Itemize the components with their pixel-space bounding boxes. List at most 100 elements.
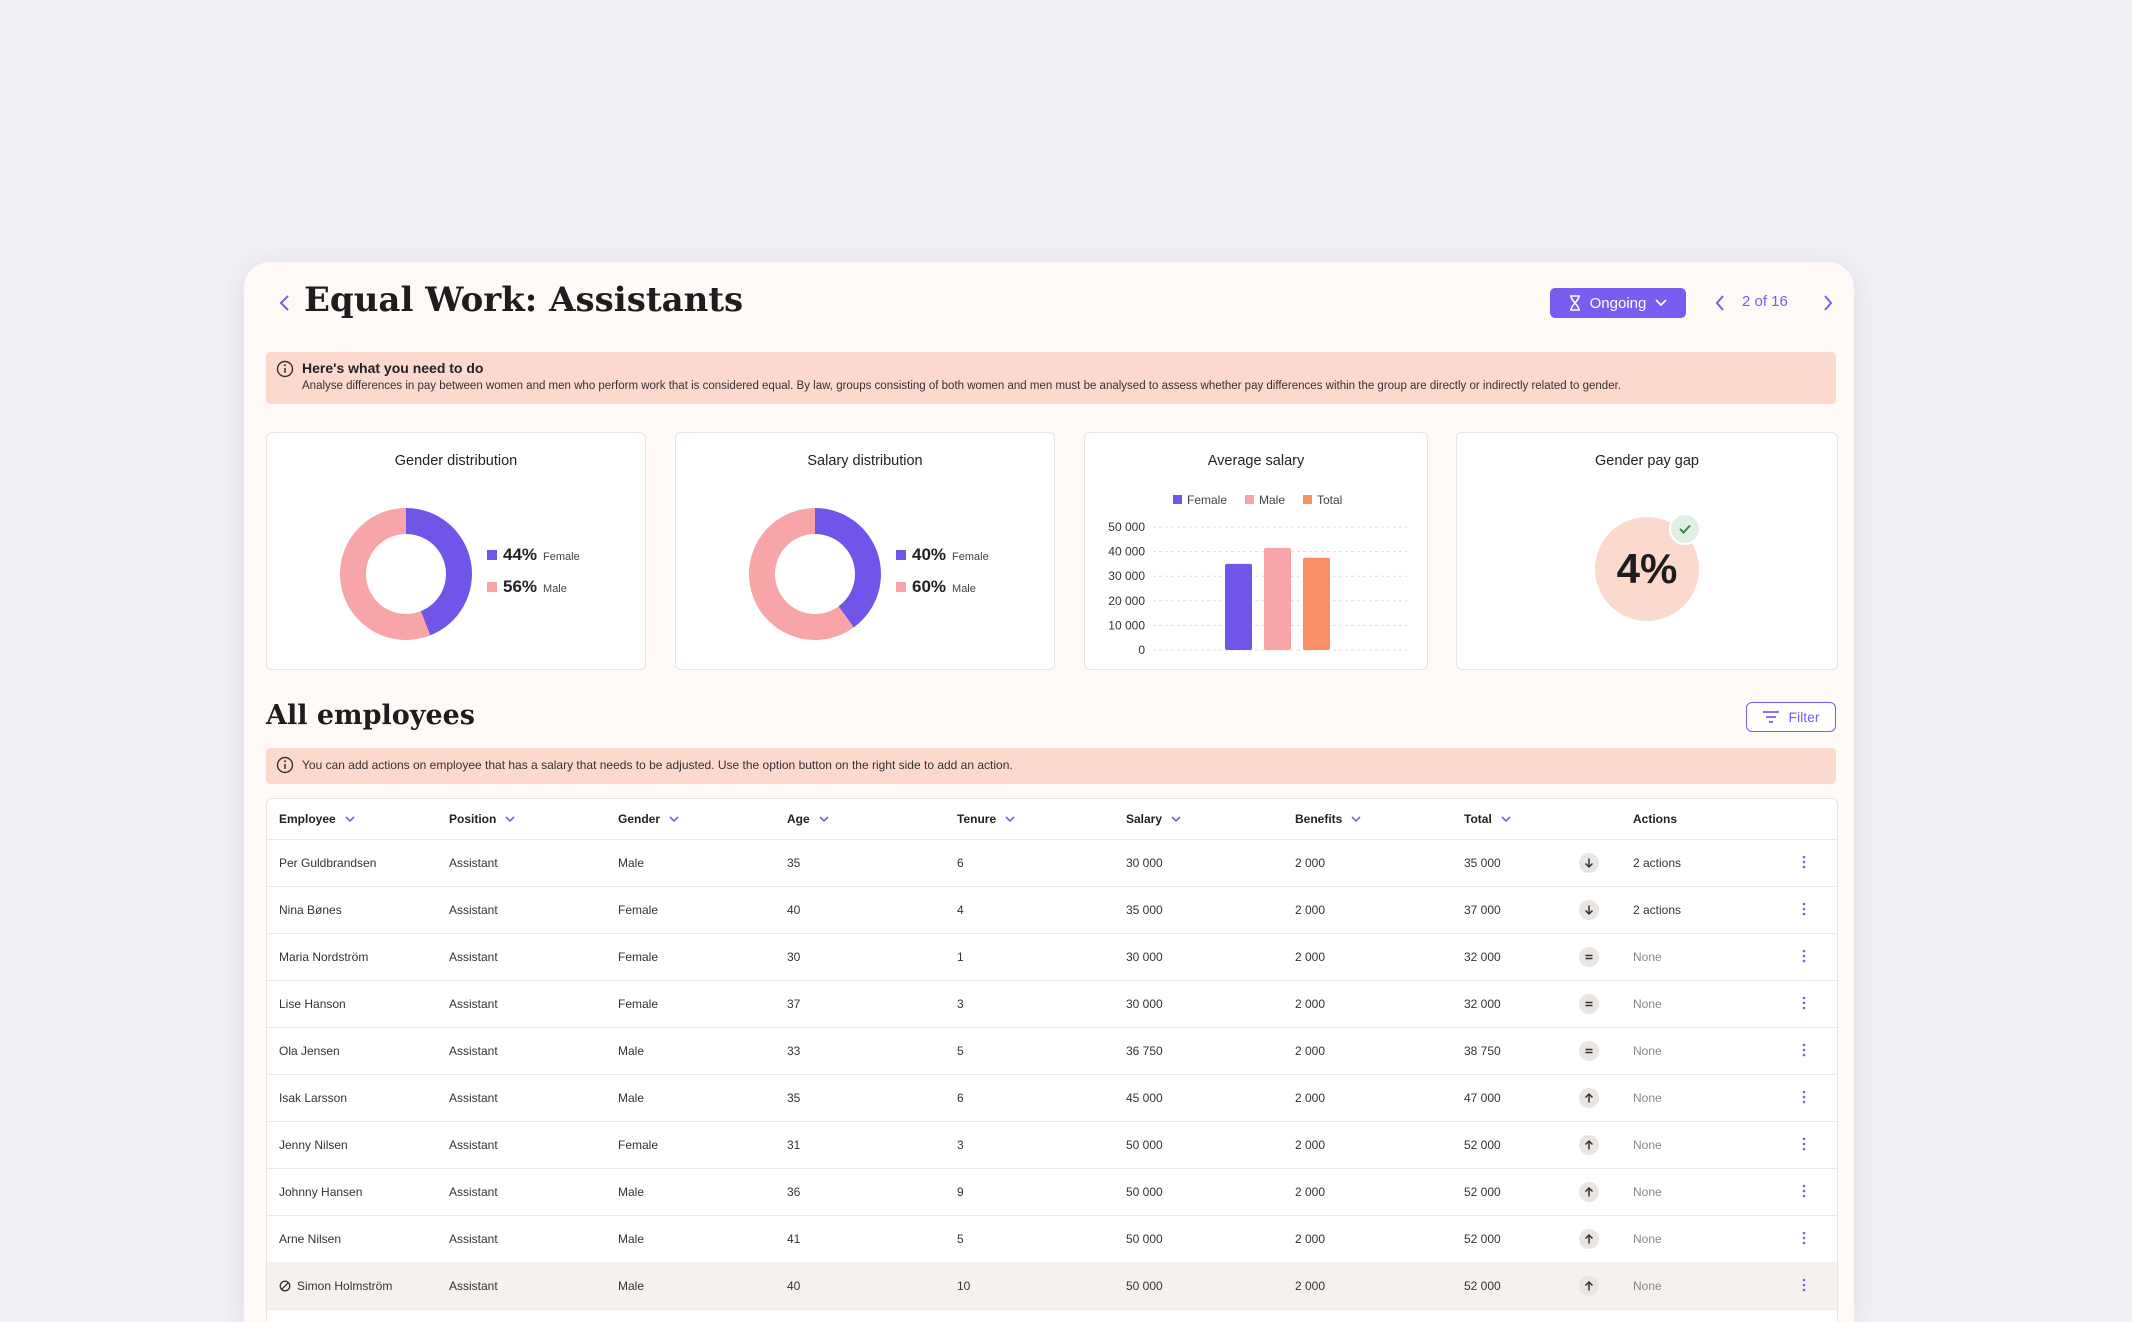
chevron-down-icon [819,816,829,823]
trend-up-icon [1579,1229,1599,1249]
donut-slice-female [815,508,881,628]
cell-text: 41 [787,1231,801,1246]
cell-text: 35 [787,1090,801,1105]
cell-name: Arne Nilsen [279,1215,341,1262]
cell-text: 35 000 [1126,902,1163,917]
cell-text: Assistant [449,1137,498,1152]
cell-position: Assistant [449,980,498,1027]
cell-text: 47 000 [1464,1090,1501,1105]
cell-text: Female [618,996,659,1011]
column-header-label: Employee [279,812,336,826]
info-icon [276,360,294,378]
cell-actions: 2 actions [1633,902,1682,917]
chevron-down-icon [1501,816,1511,823]
column-header-label: Tenure [957,812,997,826]
cell-text: Male [618,855,645,870]
row-options-button[interactable] [1797,1180,1811,1202]
next-group-button[interactable] [1816,288,1840,318]
cell-age: 40 [787,886,800,933]
previous-group-button[interactable] [1708,288,1732,318]
trend-down-icon [1579,853,1599,873]
female-percent: 44% [503,545,538,564]
cell-text: Per Guldbrandsen [279,855,377,870]
filter-icon [1763,711,1780,723]
cell-total: 52 000 [1464,1215,1501,1262]
cell-text: 30 000 [1126,949,1163,964]
column-header-gender[interactable]: Gender [618,799,680,839]
cell-salary: 50 000 [1126,1168,1163,1215]
row-options-button[interactable] [1797,898,1811,920]
cell-tenure: 1 [957,933,964,980]
table-row[interactable]: Johnny Hansen Assistant Male 36 9 50 000 2 000… [267,1168,1837,1216]
row-options-button[interactable] [1797,1133,1811,1155]
cell-actions: None [1633,1231,1662,1246]
table-row[interactable]: Maria Nordström Assistant Female 30 1 30 000 2… [267,933,1837,981]
back-button[interactable] [270,286,300,320]
cell-text: 37 000 [1464,902,1501,917]
cell-text: 35 [787,855,801,870]
page-header: Equal Work: Assistants Ongoing 2 of 16 [244,262,1854,342]
chevron-down-icon [1655,299,1667,307]
table-row[interactable]: Jenny Nilsen Assistant Female 31 3 50 000 2 00… [267,1121,1837,1169]
cell-text: Assistant [449,1043,498,1058]
cell-salary: 30 000 [1126,980,1163,1027]
card-title: Average salary [1207,453,1305,469]
female-label: Female [952,551,989,563]
male-swatch [896,582,906,592]
bar-female [1225,563,1252,650]
column-header-salary[interactable]: Salary [1126,799,1182,839]
column-header-label: Salary [1126,812,1163,826]
table-row[interactable]: Per Guldbrandsen Assistant Male 35 6 30 000 2 … [267,839,1837,887]
cell-text: Ola Jensen [279,1043,340,1058]
row-options-button[interactable] [1797,851,1811,873]
status-dropdown[interactable]: Ongoing [1550,288,1686,318]
column-header-tenure[interactable]: Tenure [957,799,1016,839]
column-header-age[interactable]: Age [787,799,830,839]
cell-salary: 35 000 [1126,886,1163,933]
cell-text: Female [618,902,659,917]
cell-text: Male [618,1043,645,1058]
cell-gender: Male [618,1168,644,1215]
row-options-button[interactable] [1797,1086,1811,1108]
filter-button[interactable]: Filter [1746,702,1836,732]
table-row[interactable]: Nina Bønes Assistant Female 40 4 35 000 2 000 3… [267,886,1837,934]
table-row[interactable]: Simon Holmström Assistant Male 40 10 50 000 2 … [267,1262,1837,1310]
row-options-button[interactable] [1797,1039,1811,1061]
y-tick-label: 30 000 [1108,569,1145,583]
column-header-employee[interactable]: Employee [279,799,356,839]
row-options-button[interactable] [1797,1227,1811,1249]
table-row[interactable]: Arne Nilsen Assistant Male 41 5 50 000 2 000 52… [267,1215,1837,1263]
row-options-button[interactable] [1797,992,1811,1014]
cell-position: Assistant [449,839,498,886]
cell-text: 45 000 [1126,1090,1163,1105]
cell-benefits: 2 000 [1295,1262,1325,1309]
column-header-total[interactable]: Total [1464,799,1512,839]
cell-text: Male [618,1184,645,1199]
table-row[interactable]: Ola Jensen Assistant Male 33 5 36 750 2 000 38 … [267,1027,1837,1075]
cell-text: Female [618,1137,659,1152]
filter-label: Filter [1788,709,1820,725]
cell-text: 36 750 [1126,1043,1163,1058]
chevron-right-icon [1824,295,1833,311]
trend-up-icon [1579,1088,1599,1108]
table-row[interactable]: Isak Larsson Assistant Male 35 6 45 000 2 000 4… [267,1074,1837,1122]
row-options-button[interactable] [1797,945,1811,967]
row-options-button[interactable] [1797,1274,1811,1296]
actions-notice: You can add actions on employee that has… [266,748,1836,784]
cell-text: Johnny Hansen [279,1184,363,1199]
male-label: Male [543,583,567,595]
trend-up-icon [1579,1135,1599,1155]
male-label: Male [952,583,976,595]
column-header-position[interactable]: Position [449,799,516,839]
cell-total: 37 000 [1464,886,1501,933]
column-header-benefits[interactable]: Benefits [1295,799,1362,839]
male-percent: 56% [503,577,538,596]
table-row[interactable]: Lise Hanson Assistant Female 37 3 30 000 2 000… [267,980,1837,1028]
cell-total: 52 000 [1464,1121,1501,1168]
cell-text: Assistant [449,1231,498,1246]
cell-text: Assistant [449,949,498,964]
column-header-actions[interactable]: Actions [1633,799,1677,839]
cell-benefits: 2 000 [1295,839,1325,886]
notice-body: You can add actions on employee that has… [302,758,1013,772]
cell-text: Assistant [449,1090,498,1105]
